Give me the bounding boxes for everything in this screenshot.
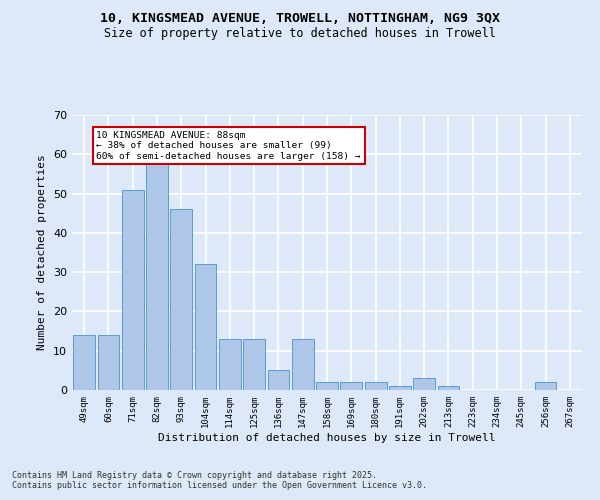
Y-axis label: Number of detached properties: Number of detached properties [37,154,47,350]
X-axis label: Distribution of detached houses by size in Trowell: Distribution of detached houses by size … [158,432,496,442]
Bar [97,335,119,390]
Bar [292,339,314,390]
Bar [194,264,217,390]
Bar [437,386,460,390]
Bar [170,210,192,390]
Bar [268,370,289,390]
Bar [316,382,338,390]
Bar [73,335,95,390]
Bar [219,339,241,390]
Bar [413,378,435,390]
Text: 10 KINGSMEAD AVENUE: 88sqm
← 38% of detached houses are smaller (99)
60% of semi: 10 KINGSMEAD AVENUE: 88sqm ← 38% of deta… [96,130,361,160]
Bar [365,382,386,390]
Bar [535,382,556,390]
Bar [146,162,168,390]
Bar [122,190,143,390]
Bar [389,386,411,390]
Text: Size of property relative to detached houses in Trowell: Size of property relative to detached ho… [104,28,496,40]
Bar [340,382,362,390]
Text: Contains HM Land Registry data © Crown copyright and database right 2025.
Contai: Contains HM Land Registry data © Crown c… [12,470,427,490]
Bar [243,339,265,390]
Text: 10, KINGSMEAD AVENUE, TROWELL, NOTTINGHAM, NG9 3QX: 10, KINGSMEAD AVENUE, TROWELL, NOTTINGHA… [100,12,500,26]
